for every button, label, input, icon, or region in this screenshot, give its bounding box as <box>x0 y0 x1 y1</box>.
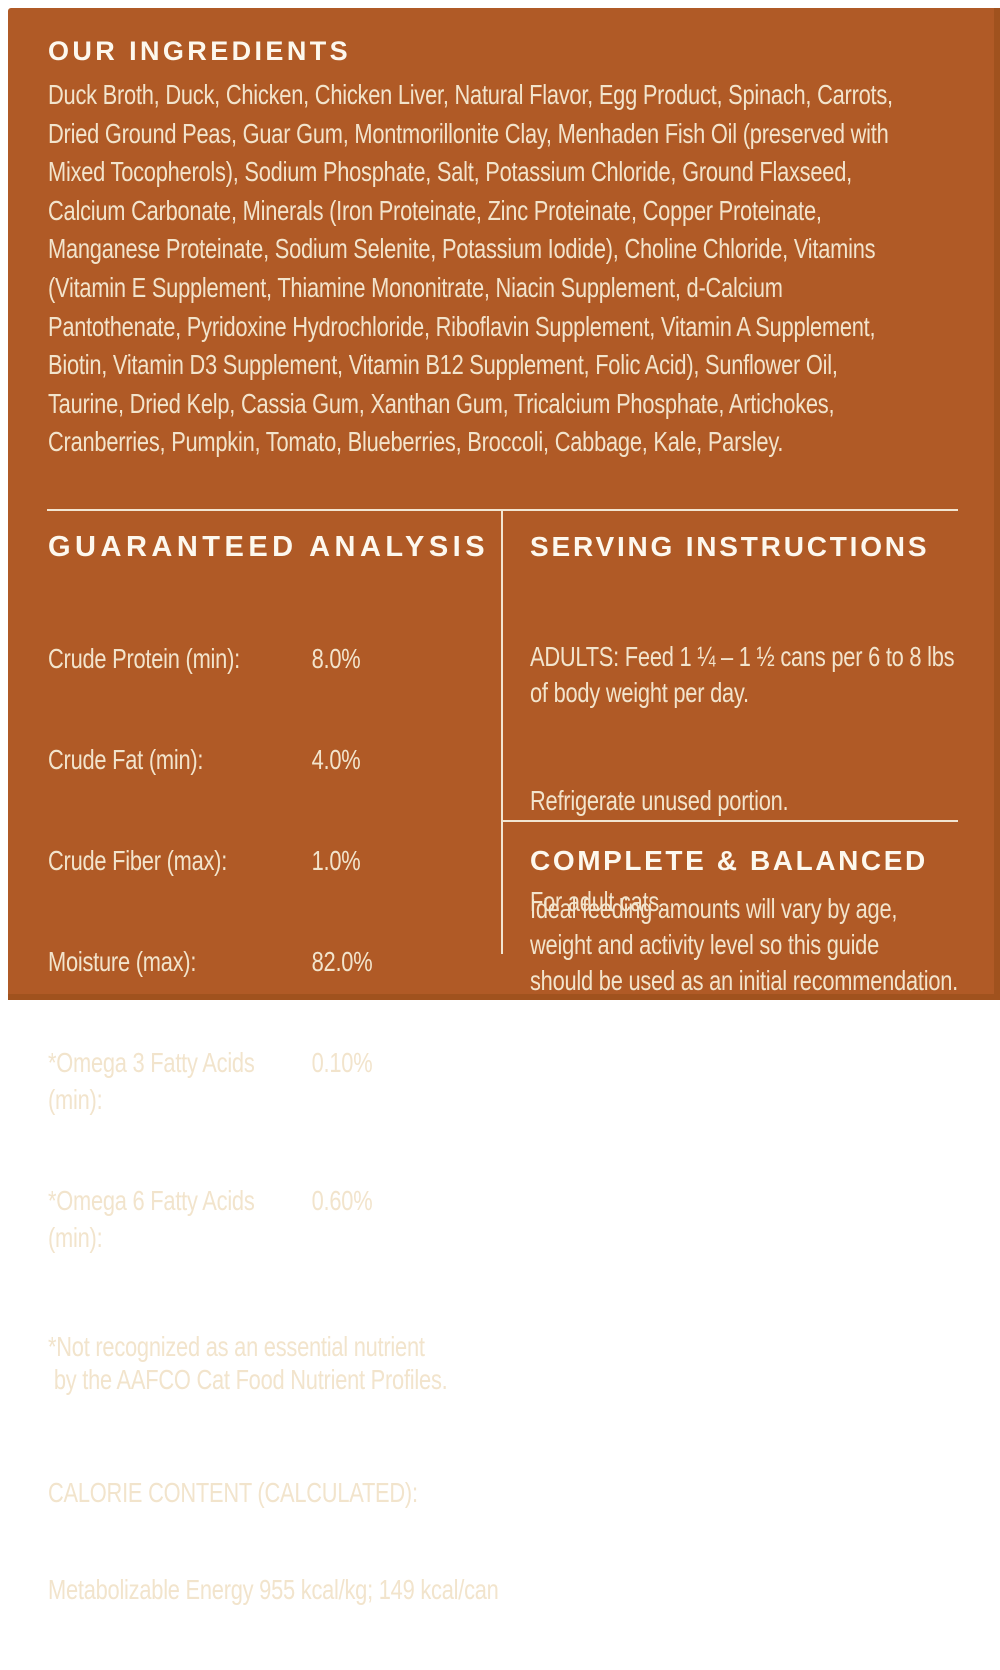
nutrient-value: 8.0% <box>311 643 361 674</box>
serving-paragraph-refrigerate: Refrigerate unused portion. <box>530 785 789 816</box>
calorie-content-heading: CALORIE CONTENT (CALCULATED): <box>48 1477 418 1508</box>
table-row: Crude Fiber (max): 1.0% <box>48 842 508 879</box>
nutrient-label: *Omega 3 Fatty Acids (min): <box>48 1047 261 1115</box>
table-row: Crude Fat (min): 4.0% <box>48 741 508 778</box>
guaranteed-analysis-table: Crude Protein (min): 8.0% Crude Fat (min… <box>48 576 508 1670</box>
table-row: *Omega 3 Fatty Acids (min): 0.10% <box>48 1044 508 1118</box>
divider-horizontal-right <box>501 820 958 822</box>
aafco-footnote: *Not recognized as an essential nutrient… <box>48 1331 448 1395</box>
complete-balanced-text: For adult cats. <box>530 886 665 917</box>
serving-paragraph-adults: ADULTS: Feed 1 ¼ – 1 ½ cans per 6 to 8 l… <box>530 641 955 708</box>
serving-instructions-heading: SERVING INSTRUCTIONS <box>530 531 930 562</box>
serving-instructions-section: SERVING INSTRUCTIONS ADULTS: Feed 1 ¼ – … <box>530 531 1000 1071</box>
nutrient-value: 4.0% <box>311 744 361 775</box>
complete-balanced-heading: COMPLETE & BALANCED <box>530 845 928 876</box>
nutrient-label: Crude Protein (min): <box>48 643 240 674</box>
guaranteed-analysis-heading: GUARANTEED ANALYSIS <box>48 531 490 563</box>
nutrient-label: Crude Fiber (max): <box>48 845 228 876</box>
ingredients-section: OUR INGREDIENTS <box>48 36 351 67</box>
label-panel: OUR INGREDIENTS Duck Broth, Duck, Chicke… <box>8 8 1000 1605</box>
nutrient-value: 0.10% <box>311 1047 373 1078</box>
ingredients-text: Duck Broth, Duck, Chicken, Chicken Liver… <box>48 79 893 458</box>
nutrient-label: Crude Fat (min): <box>48 744 204 775</box>
complete-balanced-section: COMPLETE & BALANCED For adult cats. <box>530 845 1000 919</box>
divider-vertical <box>501 509 503 954</box>
nutrient-value: 0.60% <box>311 1185 373 1216</box>
table-row: *Omega 6 Fatty Acids (min): 0.60% <box>48 1182 508 1256</box>
ingredients-heading: OUR INGREDIENTS <box>48 36 352 66</box>
serving-paragraph-ideal-amounts: Ideal feeding amounts will vary by age, … <box>530 893 958 996</box>
serving-instructions-text: ADULTS: Feed 1 ¼ – 1 ½ cans per 6 to 8 l… <box>530 575 967 1071</box>
nutrient-label: *Omega 6 Fatty Acids (min): <box>48 1185 261 1253</box>
nutrient-value: 1.0% <box>311 845 361 876</box>
table-row: Moisture (max): 82.0% <box>48 943 508 980</box>
nutrient-label: Moisture (max): <box>48 946 197 977</box>
nutrient-value: 82.0% <box>311 946 373 977</box>
table-row: Crude Protein (min): 8.0% <box>48 640 508 677</box>
calorie-content-text: Metabolizable Energy 955 kcal/kg; 149 kc… <box>48 1574 499 1605</box>
